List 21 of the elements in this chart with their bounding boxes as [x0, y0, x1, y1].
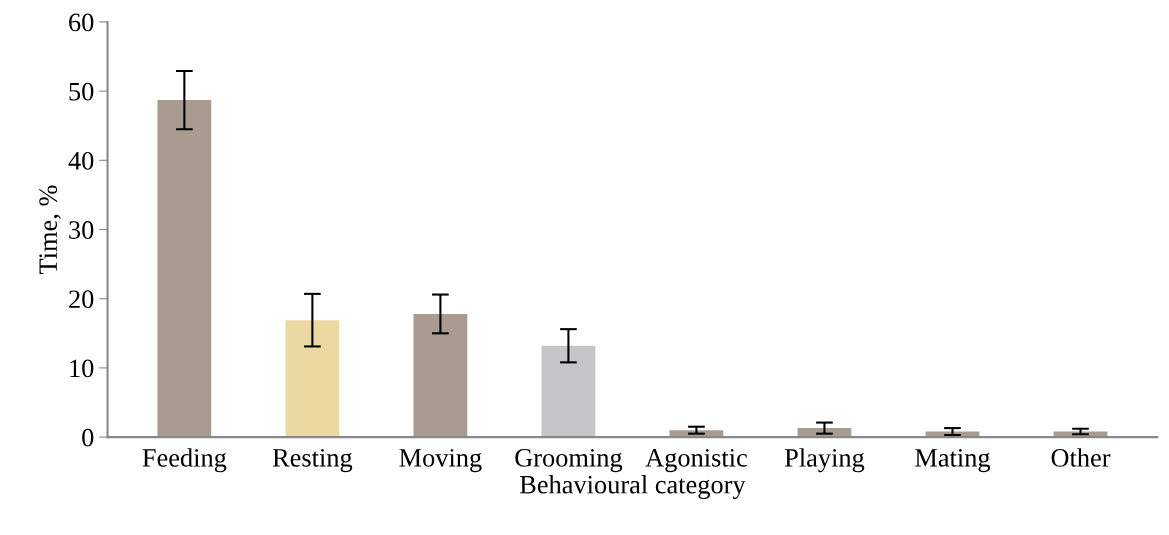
y-tick-label: 40 [68, 151, 94, 170]
bar [413, 313, 468, 438]
bar [157, 100, 212, 438]
x-tick-label: Agonistic [645, 448, 747, 473]
bar [285, 320, 340, 438]
x-tick-label: Other [1051, 448, 1111, 467]
x-tick-label: Resting [272, 448, 353, 473]
x-tick-label: Grooming [515, 448, 623, 473]
x-tick-label: Playing [784, 448, 865, 473]
bar [541, 345, 596, 438]
y-tick-label: 20 [69, 290, 94, 309]
y-tick-label: 10 [70, 359, 94, 378]
y-tick-label: 0 [82, 428, 94, 447]
y-tick-label: 50 [69, 82, 94, 101]
y-axis-title: Time, % [39, 185, 61, 275]
x-tick-label: Moving [399, 448, 482, 473]
y-tick-label: 30 [69, 221, 94, 239]
x-tick-label: Mating [915, 448, 991, 473]
x-tick-label: Feeding [142, 448, 227, 473]
y-tick-label: 60 [69, 13, 94, 32]
x-axis-title: Behavioural category [519, 474, 746, 499]
